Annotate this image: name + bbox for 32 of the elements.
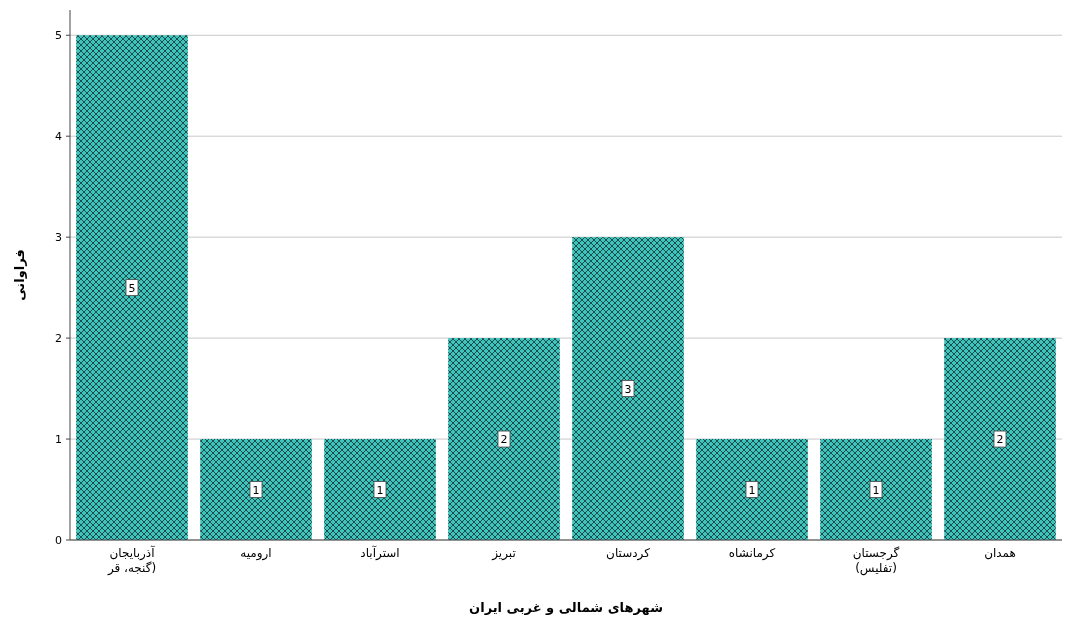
- y-tick-label: 5: [55, 29, 62, 43]
- bar: [572, 237, 684, 540]
- y-tick-label: 3: [55, 231, 62, 245]
- data-label: 3: [624, 382, 632, 396]
- bar: [448, 338, 560, 540]
- x-tick-label: آذربایجان (گنجه، قر: [106, 545, 157, 576]
- bar: [200, 439, 312, 540]
- y-tick-label: 4: [55, 130, 62, 144]
- bar: [696, 439, 808, 540]
- bar: [944, 338, 1056, 540]
- x-tick-label: ارومیه: [240, 546, 272, 561]
- y-tick-label: 1: [55, 433, 62, 447]
- y-axis-title: فراوانی: [12, 249, 27, 301]
- bar: [820, 439, 932, 540]
- bar: [324, 439, 436, 540]
- y-tick-label: 0: [55, 534, 62, 547]
- data-label: 1: [748, 483, 756, 497]
- y-tick-label: 2: [55, 332, 62, 346]
- data-label: 1: [872, 483, 880, 497]
- x-tick-label: گرجستان (تفلیس): [852, 546, 900, 576]
- x-tick-label: همدان: [984, 546, 1016, 560]
- x-axis-title: شهرهای شمالی و غربی ایران: [469, 600, 663, 615]
- bar: [76, 35, 188, 540]
- x-tick-label: کرمانشاه: [728, 546, 776, 561]
- x-tick-label: کردستان: [606, 546, 651, 561]
- data-label: 2: [500, 433, 508, 447]
- x-tick-label: تبریز: [491, 546, 516, 561]
- data-label: 5: [128, 281, 136, 295]
- x-tick-label: استرآباد: [360, 545, 400, 561]
- data-label: 2: [996, 433, 1004, 447]
- data-label: 1: [252, 483, 260, 497]
- data-label: 1: [376, 483, 384, 497]
